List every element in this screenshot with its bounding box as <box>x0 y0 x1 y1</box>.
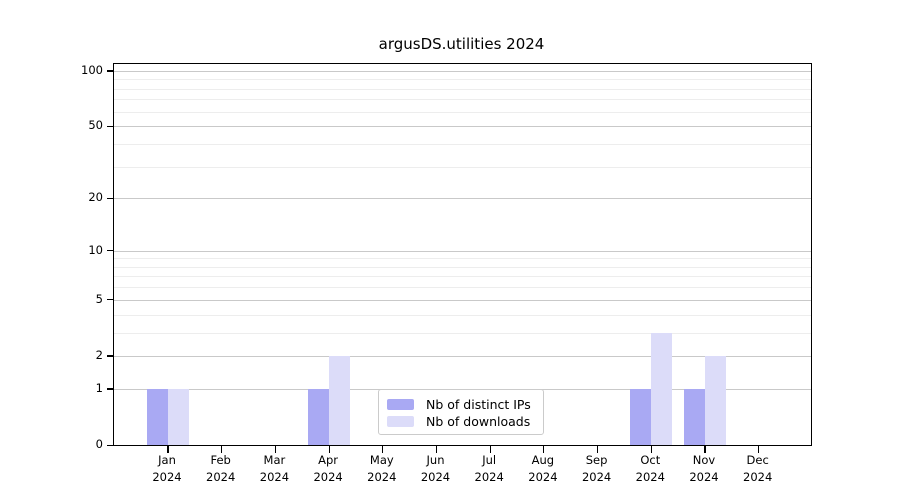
x-tick-mark <box>597 446 599 453</box>
x-tick-mark <box>489 446 491 453</box>
legend-swatch <box>387 398 414 410</box>
gridline-minor <box>114 287 811 289</box>
gridline-major <box>114 70 811 72</box>
gridline-minor <box>114 258 811 260</box>
plot-area <box>107 63 812 453</box>
legend-label: Nb of downloads <box>426 413 531 429</box>
y-tick-label: 5 <box>95 291 103 306</box>
y-tick-mark <box>107 250 114 252</box>
gridline-major <box>114 126 811 128</box>
x-tick-label: Jan 2024 <box>152 453 182 484</box>
gridline-major <box>114 198 811 200</box>
gridline-minor <box>114 332 811 334</box>
gridline-minor <box>114 99 811 101</box>
x-tick-label: Feb 2024 <box>206 453 236 484</box>
x-tick-mark <box>167 446 169 453</box>
x-tick-mark <box>328 446 330 453</box>
legend-row-distinct-ips: Nb of distinct IPs <box>387 396 535 412</box>
y-tick-mark <box>107 388 114 390</box>
x-tick-mark <box>650 446 652 453</box>
gridline-minor <box>114 88 811 90</box>
bar-downloads <box>651 332 673 445</box>
x-tick-label: Apr 2024 <box>313 453 343 484</box>
gridline-major <box>114 299 811 301</box>
y-tick-mark <box>107 125 114 127</box>
y-tick-label: 100 <box>81 62 103 77</box>
x-tick-label: Mar 2024 <box>259 453 290 484</box>
bar-distinct-ips <box>684 388 705 445</box>
x-tick-label: Jun 2024 <box>420 453 451 484</box>
gridline-major <box>114 355 811 357</box>
bar-downloads <box>168 388 189 445</box>
x-tick-mark <box>704 446 706 453</box>
gridline-minor <box>114 143 811 145</box>
bar-distinct-ips <box>147 388 168 445</box>
y-tick-label: 50 <box>88 118 103 133</box>
x-tick-mark <box>543 446 545 453</box>
x-tick-mark <box>274 446 276 453</box>
y-tick-mark <box>107 444 114 446</box>
y-tick-mark <box>107 70 114 72</box>
y-tick-label: 1 <box>95 380 103 395</box>
x-tick-label: Aug 2024 <box>528 453 558 484</box>
x-tick-mark <box>435 446 438 453</box>
gridline-minor <box>114 79 811 81</box>
bar-downloads <box>705 355 726 445</box>
x-tick-mark <box>758 446 760 453</box>
gridline-major <box>114 250 811 252</box>
gridline-minor <box>114 111 811 113</box>
legend: Nb of distinct IPs Nb of downloads <box>378 389 544 435</box>
x-tick-label: Dec 2024 <box>743 453 773 484</box>
x-tick-mark <box>221 446 223 453</box>
y-tick-label: 0 <box>95 437 103 451</box>
gridline-minor <box>114 266 811 268</box>
y-tick-mark <box>107 197 114 199</box>
bar-distinct-ips <box>630 388 652 445</box>
chart-title: argusDS.utilities 2024 <box>378 35 545 53</box>
gridline-minor <box>114 166 811 168</box>
legend-row-downloads: Nb of downloads <box>387 413 535 429</box>
gridline-minor <box>114 314 811 316</box>
bar-downloads <box>329 355 351 445</box>
bar-distinct-ips <box>308 388 330 445</box>
x-tick-label: May 2024 <box>367 453 397 484</box>
y-tick-label: 2 <box>95 347 103 362</box>
legend-swatch <box>387 415 414 427</box>
y-tick-label: 10 <box>88 242 103 257</box>
x-tick-mark <box>382 446 384 453</box>
y-tick-mark <box>107 355 114 357</box>
legend-label: Nb of distinct IPs <box>426 396 531 412</box>
x-tick-label: Oct 2024 <box>635 453 665 484</box>
x-tick-label: Jul 2024 <box>474 453 504 484</box>
y-tick-label: 20 <box>88 190 103 205</box>
x-tick-label: Sep 2024 <box>581 453 612 484</box>
x-tick-label: Nov 2024 <box>689 453 719 484</box>
y-tick-mark <box>107 299 114 301</box>
gridline-minor <box>114 276 811 278</box>
